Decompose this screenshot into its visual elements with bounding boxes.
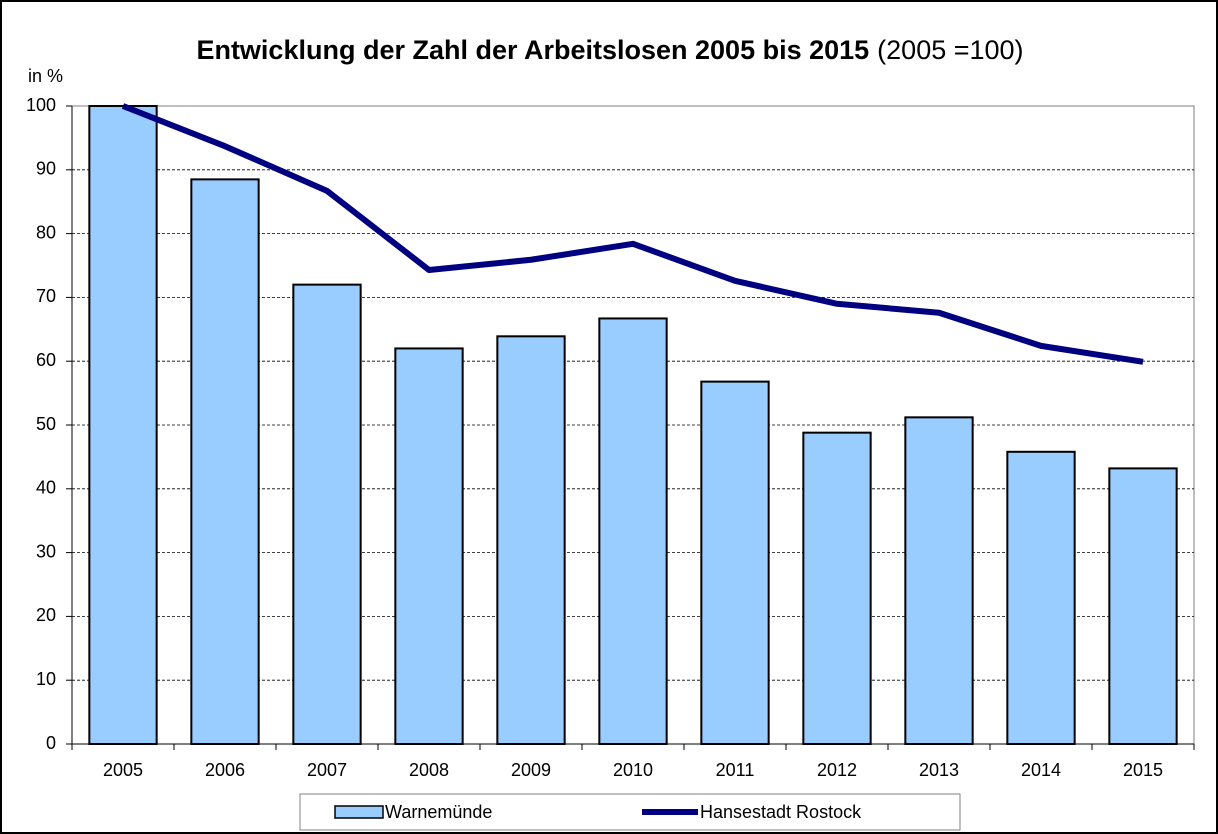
x-tick-label: 2007: [307, 760, 347, 780]
y-tick-label: 80: [36, 222, 56, 242]
x-tick-label: 2009: [511, 760, 551, 780]
y-tick-label: 70: [36, 286, 56, 306]
bar: [190, 178, 260, 745]
y-tick-label: 0: [46, 733, 56, 753]
x-tick-label: 2008: [409, 760, 449, 780]
legend-label: Warnemünde: [385, 802, 492, 822]
x-tick-label: 2005: [103, 760, 143, 780]
line: [121, 103, 1144, 365]
chart-subtitle: (2005 =100): [877, 35, 1023, 65]
y-axis-label: in %: [28, 66, 63, 86]
y-tick-label: 60: [36, 350, 56, 370]
legend-label: Hansestadt Rostock: [700, 802, 862, 822]
legend: [299, 793, 961, 831]
bar: [904, 416, 974, 745]
y-tick-label: 10: [36, 669, 56, 689]
bar: [700, 380, 770, 745]
y-tick-label: 100: [26, 95, 56, 115]
y-tick-label: 20: [36, 605, 56, 625]
x-tick-label: 2010: [613, 760, 653, 780]
legend-swatch: [334, 805, 384, 819]
bar: [1006, 450, 1076, 745]
bar: [598, 317, 668, 745]
x-tick-label: 2013: [919, 760, 959, 780]
bar: [1108, 467, 1178, 745]
chart-title: Entwicklung der Zahl der Arbeitslosen 20…: [196, 35, 869, 65]
x-tick-label: 2012: [817, 760, 857, 780]
chart-title-group: Entwicklung der Zahl der Arbeitslosen 20…: [196, 35, 1023, 65]
x-tick-label: 2006: [205, 760, 245, 780]
y-tick-label: 50: [36, 414, 56, 434]
y-tick-label: 30: [36, 541, 56, 561]
bar: [496, 335, 566, 745]
bar: [88, 105, 158, 745]
x-tick-label: 2014: [1021, 760, 1061, 780]
bar: [802, 431, 872, 745]
bar: [292, 283, 362, 745]
bar: [394, 347, 464, 745]
x-tick-label: 2011: [716, 760, 755, 780]
y-tick-label: 40: [36, 478, 56, 498]
y-tick-label: 90: [36, 159, 56, 179]
x-tick-label: 2015: [1123, 760, 1163, 780]
